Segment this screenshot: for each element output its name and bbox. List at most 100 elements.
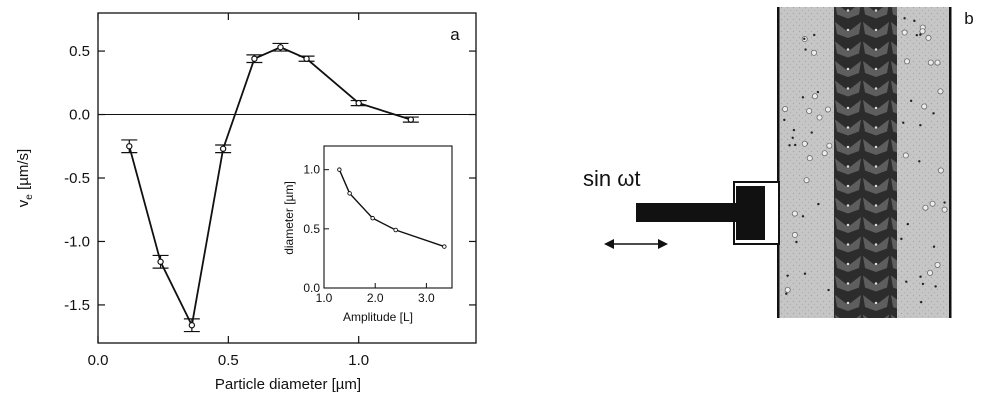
large-particle <box>925 34 932 41</box>
large-particle <box>929 200 936 207</box>
left-fluid-region <box>779 7 834 318</box>
inset-point <box>370 215 375 221</box>
drive-label: sin ωt <box>583 166 641 191</box>
inset-point <box>442 244 447 249</box>
large-particle <box>922 204 929 211</box>
particles <box>782 17 948 304</box>
large-particle <box>901 29 908 36</box>
data-point <box>219 145 227 153</box>
small-particle <box>788 144 791 147</box>
small-particle <box>792 128 796 132</box>
small-particle <box>817 202 820 206</box>
large-particle <box>904 58 911 65</box>
data-point <box>251 55 258 62</box>
inset-background <box>305 140 460 286</box>
panel-a-chart: 0.0 0.5 1.0 0.5 0.0 -0.5 -1.0 -1.5 a Particle d… <box>15 12 477 393</box>
y-tick-label: 0.0 <box>69 107 90 124</box>
large-particle <box>811 93 818 100</box>
channel-right-wall <box>949 7 952 318</box>
small-particle <box>810 131 813 134</box>
inset-x-label: Amplitude [L] <box>343 310 413 324</box>
small-particle <box>900 237 903 241</box>
small-particle <box>794 143 797 147</box>
small-particle <box>813 33 816 37</box>
inset-x-tick-label: 1.0 <box>316 291 333 305</box>
small-particle <box>943 201 946 204</box>
large-particle <box>937 88 944 95</box>
x-y-ticks: 0.0 0.5 1.0 0.5 0.0 -0.5 -1.0 -1.5 <box>64 13 476 369</box>
large-particle <box>927 269 934 276</box>
large-particle <box>806 108 813 115</box>
small-particle <box>909 99 913 103</box>
inset-ticks: 1.0 2.0 3.0 0.0 0.5 1.0 <box>303 163 435 305</box>
panel-a-label: a <box>450 25 460 44</box>
small-particle <box>932 245 936 248</box>
small-particle <box>783 118 786 122</box>
small-particle <box>801 96 805 99</box>
small-particle <box>795 240 798 244</box>
large-particle <box>782 106 789 113</box>
small-particle <box>816 90 820 94</box>
panel-b-label: b <box>964 9 973 28</box>
y-axis-label-main: v <box>15 199 32 207</box>
y-tick-label: -1.5 <box>64 297 90 314</box>
small-particle <box>919 275 922 278</box>
inset-x-tick-label: 3.0 <box>418 291 435 305</box>
piston-rod <box>636 203 738 222</box>
data-point <box>277 44 284 51</box>
small-particle <box>903 17 906 20</box>
small-particle <box>801 215 805 218</box>
large-particle <box>824 106 831 113</box>
panel-b-schematic: sin ωt b <box>583 7 974 318</box>
data-point <box>188 322 196 329</box>
inset-chart: 1.0 2.0 3.0 0.0 0.5 1.0 Amplitude [L] diamete… <box>282 140 460 324</box>
x-tick-label: 0.0 <box>88 352 109 369</box>
small-particle <box>902 121 905 124</box>
large-particle <box>816 114 823 121</box>
channel-left-wall <box>777 7 780 318</box>
inset-y-tick-label: 1.0 <box>303 163 320 177</box>
large-particle <box>927 59 934 66</box>
inset-x-tick-label: 2.0 <box>367 291 384 305</box>
y-axis-label-unit: [µm/s] <box>15 149 32 194</box>
data-series <box>121 42 419 333</box>
data-point <box>303 55 310 62</box>
large-particle <box>826 142 833 149</box>
large-particle <box>941 206 948 213</box>
small-particle <box>921 282 925 286</box>
small-particle <box>905 280 908 283</box>
large-particle <box>919 28 926 35</box>
small-particle <box>934 285 937 288</box>
small-particle <box>919 300 923 304</box>
small-particle <box>791 136 794 139</box>
data-point <box>407 116 415 123</box>
large-particle <box>937 167 944 174</box>
small-particle <box>786 274 789 277</box>
small-particle <box>919 123 922 127</box>
small-particle <box>785 292 788 295</box>
small-particle <box>803 37 806 41</box>
small-particle <box>918 160 921 163</box>
inset-point <box>393 227 398 233</box>
x-tick-label: 0.5 <box>218 352 239 369</box>
data-point <box>126 143 133 150</box>
data-point <box>355 99 362 107</box>
large-particle <box>921 103 928 110</box>
small-particle <box>906 222 909 226</box>
inset-y-tick-label: 0.5 <box>303 222 320 236</box>
small-particle <box>913 19 916 23</box>
inset-frame <box>323 145 453 289</box>
inset-series <box>337 167 447 249</box>
large-particle <box>811 49 818 56</box>
small-particle <box>919 33 922 36</box>
large-particle <box>801 140 808 147</box>
large-particle <box>902 152 909 159</box>
large-particle <box>791 231 798 238</box>
small-particle <box>803 272 807 275</box>
small-particle <box>932 112 935 115</box>
inset-point <box>337 167 342 172</box>
large-particle <box>806 155 813 162</box>
y-tick-label: 0.5 <box>69 43 90 60</box>
y-tick-label: -1.0 <box>64 233 90 250</box>
